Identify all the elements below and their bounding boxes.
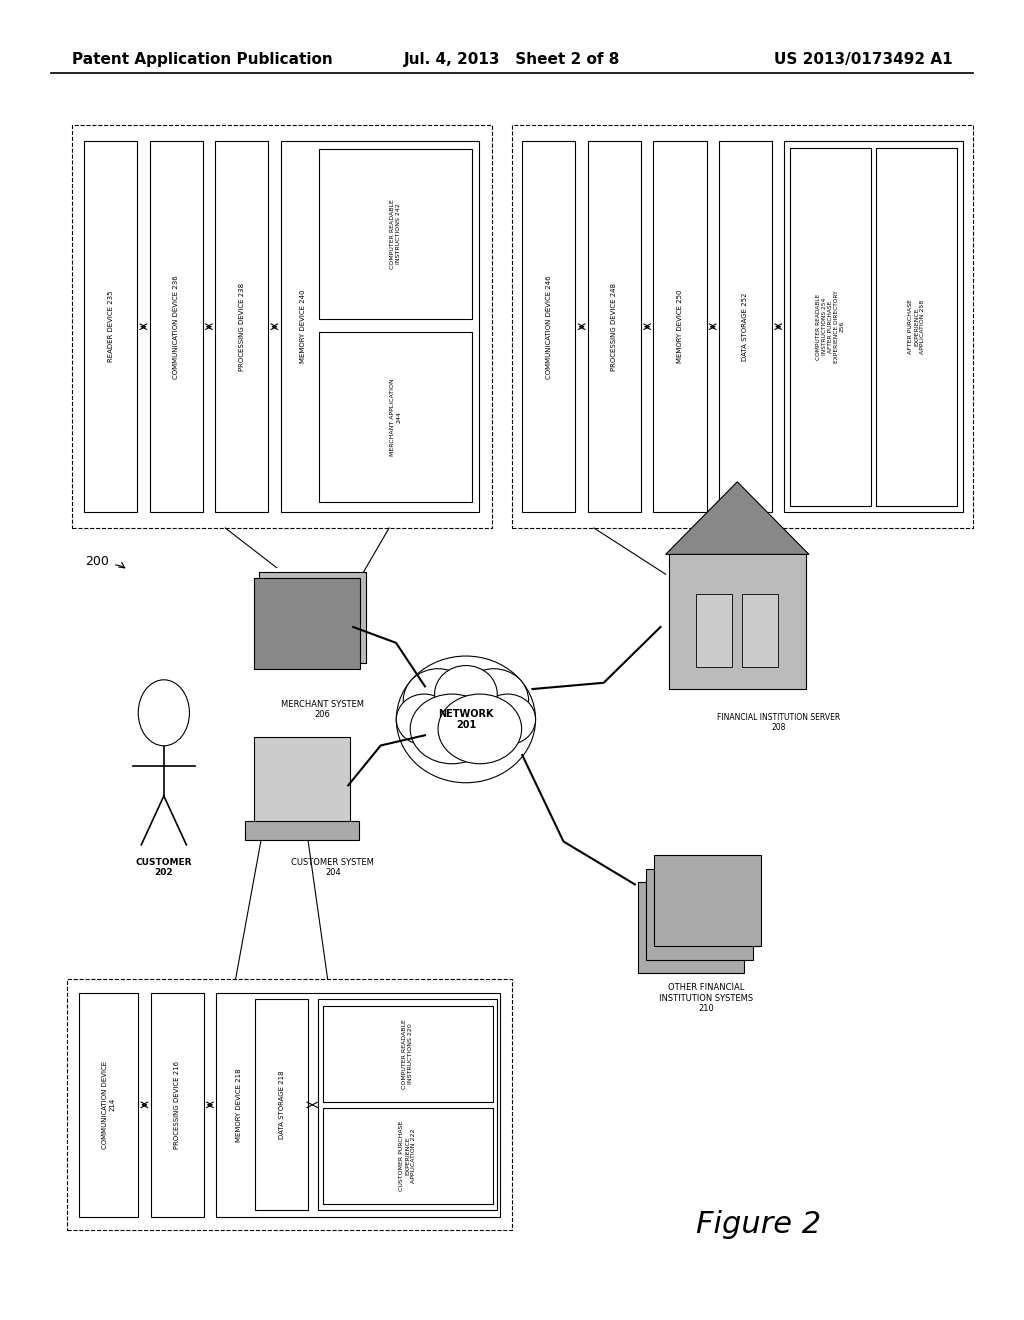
FancyBboxPatch shape	[151, 993, 204, 1217]
FancyBboxPatch shape	[319, 149, 472, 319]
FancyBboxPatch shape	[669, 552, 806, 689]
FancyBboxPatch shape	[281, 141, 479, 512]
FancyBboxPatch shape	[215, 141, 268, 512]
Text: PROCESSING DEVICE 248: PROCESSING DEVICE 248	[611, 282, 617, 371]
Text: COMMUNICATION DEVICE 236: COMMUNICATION DEVICE 236	[173, 275, 179, 379]
Text: MEMORY DEVICE 240: MEMORY DEVICE 240	[300, 290, 306, 363]
FancyBboxPatch shape	[259, 572, 366, 663]
Text: READER DEVICE 235: READER DEVICE 235	[108, 290, 114, 363]
Ellipse shape	[403, 669, 473, 733]
Text: CUSTOMER PURCHASE
EXPERIENCE
APPLICATION 222: CUSTOMER PURCHASE EXPERIENCE APPLICATION…	[399, 1121, 416, 1191]
Text: MERCHANT APPLICATION
244: MERCHANT APPLICATION 244	[390, 378, 401, 455]
FancyBboxPatch shape	[790, 148, 870, 506]
FancyBboxPatch shape	[216, 993, 500, 1217]
FancyBboxPatch shape	[255, 999, 308, 1210]
FancyBboxPatch shape	[323, 1109, 493, 1204]
Ellipse shape	[396, 694, 452, 744]
FancyBboxPatch shape	[653, 141, 707, 512]
Text: Jul. 4, 2013   Sheet 2 of 8: Jul. 4, 2013 Sheet 2 of 8	[403, 51, 621, 67]
FancyBboxPatch shape	[784, 141, 963, 512]
Ellipse shape	[396, 656, 536, 783]
FancyBboxPatch shape	[512, 125, 973, 528]
Text: CUSTOMER
202: CUSTOMER 202	[135, 858, 193, 878]
FancyBboxPatch shape	[84, 141, 137, 512]
Text: 200: 200	[85, 554, 110, 568]
Text: CUSTOMER SYSTEM
204: CUSTOMER SYSTEM 204	[292, 858, 374, 878]
Text: MERCHANT SYSTEM
206: MERCHANT SYSTEM 206	[281, 700, 365, 719]
FancyBboxPatch shape	[877, 148, 957, 506]
FancyBboxPatch shape	[588, 141, 641, 512]
Text: COMPUTER READABLE
INSTRUCTIONS 242: COMPUTER READABLE INSTRUCTIONS 242	[390, 199, 401, 269]
FancyBboxPatch shape	[522, 141, 575, 512]
FancyBboxPatch shape	[696, 594, 732, 667]
Text: MEMORY DEVICE 218: MEMORY DEVICE 218	[236, 1068, 242, 1142]
Ellipse shape	[411, 694, 494, 764]
FancyBboxPatch shape	[79, 993, 138, 1217]
Ellipse shape	[480, 694, 536, 744]
Ellipse shape	[459, 669, 528, 733]
FancyBboxPatch shape	[719, 141, 772, 512]
Polygon shape	[666, 482, 809, 554]
FancyBboxPatch shape	[72, 125, 492, 528]
FancyBboxPatch shape	[742, 594, 778, 667]
Text: COMMUNICATION DEVICE 246: COMMUNICATION DEVICE 246	[546, 275, 552, 379]
Circle shape	[138, 680, 189, 746]
FancyBboxPatch shape	[318, 999, 497, 1210]
Text: FINANCIAL INSTITUTION SERVER
208: FINANCIAL INSTITUTION SERVER 208	[717, 713, 840, 733]
Text: COMPUTER READABLE
INSTRUCTIONS 254
AFTER PURCHASE
EXPERIENCE DIRECTORY
256: COMPUTER READABLE INSTRUCTIONS 254 AFTER…	[816, 290, 845, 363]
FancyBboxPatch shape	[254, 578, 360, 669]
Text: OTHER FINANCIAL
INSTITUTION SYSTEMS
210: OTHER FINANCIAL INSTITUTION SYSTEMS 210	[659, 983, 754, 1014]
Text: US 2013/0173492 A1: US 2013/0173492 A1	[774, 51, 952, 67]
Text: DATA STORAGE 218: DATA STORAGE 218	[279, 1071, 285, 1139]
FancyBboxPatch shape	[323, 1006, 493, 1101]
Ellipse shape	[434, 665, 498, 722]
FancyBboxPatch shape	[67, 979, 512, 1230]
FancyBboxPatch shape	[646, 869, 753, 960]
Text: NETWORK
201: NETWORK 201	[438, 709, 494, 730]
Text: MEMORY DEVICE 250: MEMORY DEVICE 250	[677, 290, 683, 363]
Text: PROCESSING DEVICE 238: PROCESSING DEVICE 238	[239, 282, 245, 371]
FancyBboxPatch shape	[638, 882, 744, 973]
Text: DATA STORAGE 252: DATA STORAGE 252	[742, 293, 749, 360]
Text: Figure 2: Figure 2	[696, 1210, 821, 1239]
Text: COMMUNICATION DEVICE
214: COMMUNICATION DEVICE 214	[102, 1061, 115, 1148]
FancyBboxPatch shape	[245, 821, 359, 840]
Text: COMPUTER READABLE
INSTRUCTIONS 220: COMPUTER READABLE INSTRUCTIONS 220	[402, 1019, 413, 1089]
FancyBboxPatch shape	[319, 333, 472, 502]
Ellipse shape	[438, 694, 521, 764]
FancyBboxPatch shape	[654, 855, 761, 946]
FancyBboxPatch shape	[150, 141, 203, 512]
Text: PROCESSING DEVICE 216: PROCESSING DEVICE 216	[174, 1061, 180, 1148]
Text: AFTER PURCHASE
EXPERIENCE
APPLICATION 258: AFTER PURCHASE EXPERIENCE APPLICATION 25…	[908, 300, 925, 354]
Text: Patent Application Publication: Patent Application Publication	[72, 51, 333, 67]
FancyBboxPatch shape	[254, 737, 350, 828]
